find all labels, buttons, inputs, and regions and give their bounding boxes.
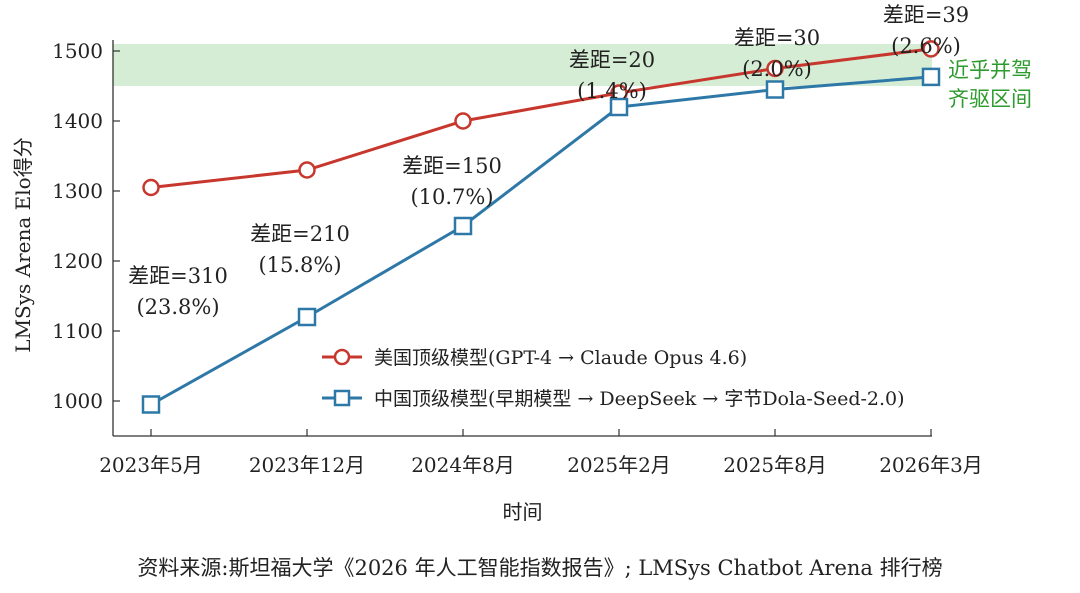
y-tick-label: 1300 — [52, 179, 103, 203]
gap-annotation: 差距=39 — [883, 3, 969, 27]
x-tick-label: 2023年5月 — [99, 453, 203, 477]
gap-annotation-pct: (2.6%) — [891, 34, 961, 58]
x-tick-label: 2026年3月 — [879, 453, 983, 477]
y-tick-label: 1200 — [52, 249, 103, 273]
data-point — [454, 112, 472, 130]
x-tick-label: 2025年8月 — [723, 453, 827, 477]
series-line — [150, 75, 932, 406]
y-tick-label: 1500 — [52, 39, 103, 63]
data-point — [453, 216, 473, 236]
legend-marker — [333, 348, 351, 366]
gap-annotation-pct: (2.0%) — [742, 57, 812, 81]
data-point — [921, 67, 941, 87]
data-point — [765, 80, 785, 99]
band-label: 齐驱区间 — [948, 87, 1032, 111]
gap-annotation-pct: (10.7%) — [410, 185, 493, 209]
y-tick-label: 1000 — [52, 389, 103, 413]
gap-annotation-pct: (23.8%) — [136, 295, 219, 319]
gap-annotation: 差距=150 — [402, 154, 502, 178]
series-line — [150, 47, 932, 189]
data-point — [298, 161, 316, 179]
data-point — [609, 97, 629, 117]
data-point — [141, 395, 161, 414]
band-label: 近乎并驾 — [948, 58, 1032, 82]
gap-annotation: 差距=310 — [128, 264, 228, 288]
data-point — [922, 40, 940, 58]
legend-marker — [333, 389, 351, 407]
data-point — [297, 307, 317, 327]
x-axis-label: 时间 — [503, 500, 543, 524]
elo-line-chart: 1000 1100 1200 1300 1400 1500 2023年5月 2023年12月 2… — [11, 3, 1032, 524]
y-tick-label: 1100 — [52, 319, 103, 343]
legend-label: 美国顶级模型(GPT-4 → Claude Opus 4.6) — [374, 347, 747, 369]
x-tick-label: 2025年2月 — [567, 453, 671, 477]
data-point — [142, 178, 160, 197]
gap-annotation-pct: (15.8%) — [258, 253, 341, 277]
gap-annotation-pct: (1.4%) — [577, 79, 647, 103]
gap-annotation: 差距=30 — [734, 26, 820, 50]
data-point — [766, 59, 784, 78]
source-note: 资料来源:斯坦福大学《2026 年人工智能指数报告》; LMSys Chatbo… — [137, 556, 943, 580]
y-tick-label: 1400 — [52, 109, 103, 133]
x-tick-label: 2023年12月 — [249, 453, 365, 477]
gap-annotation: 差距=210 — [250, 222, 350, 246]
x-tick-label: 2024年8月 — [411, 453, 515, 477]
legend-label: 中国顶级模型(早期模型 → DeepSeek → 字节Dola-Seed-2.0… — [374, 388, 905, 410]
gap-annotation: 差距=20 — [569, 48, 655, 72]
y-axis-label: LMSys Arena Elo得分 — [11, 137, 35, 352]
